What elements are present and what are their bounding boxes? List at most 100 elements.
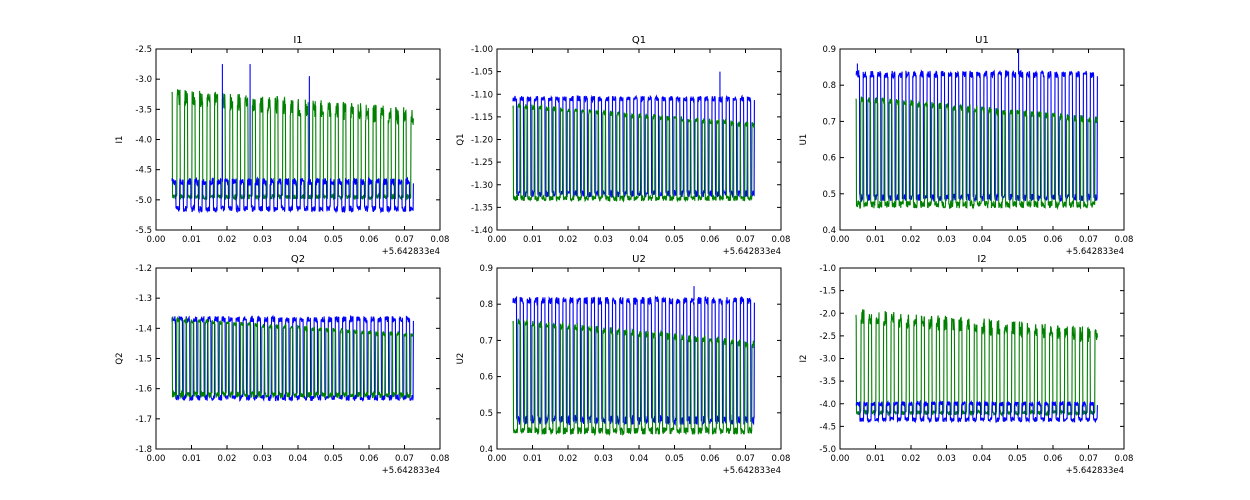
axes-frame [839, 48, 1125, 231]
y-axis-label: I1 [115, 136, 125, 144]
subplot-title: I1 [293, 35, 302, 46]
axes-frame [155, 267, 441, 450]
y-tick-label: 0.9 [479, 264, 493, 274]
plot-area [512, 71, 755, 203]
series-line-2 [855, 96, 1098, 211]
x-tick-label: 0.00 [147, 235, 166, 245]
y-tick-label: 0.5 [479, 409, 493, 419]
y-tick-label: -1.15 [471, 113, 493, 123]
x-tick-label: 0.00 [831, 454, 850, 464]
x-tick-label: 0.07 [1079, 235, 1098, 245]
x-tick-label: 0.05 [1008, 235, 1027, 245]
subplot-i2: 0.00 0.01 0.02 0.03 0.04 0.05 0.06 0.07 0.08 -5.0… [799, 254, 1133, 476]
series-line-1 [855, 399, 1098, 424]
x-tick-label: 0.06 [360, 235, 379, 245]
y-tick-label: -3.0 [819, 355, 836, 365]
y-tick-label: -5.0 [135, 196, 152, 206]
y-tick-label: -3.0 [135, 75, 152, 85]
subplot-title: U1 [975, 35, 989, 46]
subplot-title: Q1 [632, 35, 646, 46]
x-tick-label: 0.02 [559, 454, 578, 464]
y-tick-label: -1.7 [135, 415, 152, 425]
axes-frame [496, 48, 782, 231]
y-tick-label: 0.6 [479, 373, 493, 383]
x-tick-label: 0.02 [218, 235, 237, 245]
y-tick-label: 0.5 [822, 190, 836, 200]
y-tick-label: -1.3 [135, 294, 152, 304]
y-tick-label: -2.5 [135, 45, 152, 55]
x-tick-label: 0.03 [594, 235, 613, 245]
y-tick-label: 0.8 [479, 300, 493, 310]
y-tick-label: -2.5 [819, 332, 836, 342]
x-tick-label: 0.07 [1079, 454, 1098, 464]
x-tick-label: 0.02 [559, 235, 578, 245]
series-line-2 [171, 89, 414, 201]
y-tick-label: -1.00 [471, 45, 493, 55]
series-line-1 [171, 314, 414, 402]
y-tick-label: -1.8 [135, 445, 152, 455]
x-tick-label: 0.00 [831, 235, 850, 245]
x-offset-label: +5.642833e4 [382, 466, 440, 476]
x-tick-label: 0.08 [772, 235, 791, 245]
x-tick-label: 0.05 [324, 235, 343, 245]
x-tick-label: 0.06 [360, 454, 379, 464]
x-tick-label: 0.01 [182, 454, 201, 464]
x-tick-label: 0.04 [973, 235, 992, 245]
y-axis-label: U1 [799, 134, 809, 146]
subplot-title: Q2 [291, 254, 305, 265]
subplot-q1: 0.00 0.01 0.02 0.03 0.04 0.05 0.06 0.07 0.08 -1.4… [456, 35, 790, 257]
y-tick-label: -1.10 [471, 90, 493, 100]
y-tick-label: -1.25 [471, 158, 493, 168]
x-tick-label: 0.04 [973, 454, 992, 464]
x-tick-label: 0.04 [630, 235, 649, 245]
x-tick-label: 0.02 [218, 454, 237, 464]
y-tick-label: -1.5 [819, 287, 836, 297]
x-offset-label: +5.642833e4 [1066, 247, 1124, 257]
x-tick-label: 0.05 [1008, 454, 1027, 464]
plot-area [512, 286, 755, 437]
subplot-u2: 0.00 0.01 0.02 0.03 0.04 0.05 0.06 0.07 0.08 0.4 0… [456, 254, 790, 476]
x-tick-label: 0.00 [488, 454, 507, 464]
y-tick-label: 0.7 [822, 117, 836, 127]
y-tick-label: -4.5 [819, 422, 836, 432]
y-tick-label: -1.30 [471, 181, 493, 191]
x-tick-label: 0.07 [736, 235, 755, 245]
plot-area [171, 314, 414, 402]
y-tick-label: 0.8 [822, 81, 836, 91]
y-axis-label: U2 [456, 353, 466, 365]
y-tick-label: -1.6 [135, 385, 152, 395]
subplot-u1: 0.00 0.01 0.02 0.03 0.04 0.05 0.06 0.07 0.08 0.4 0… [799, 35, 1133, 257]
x-tick-label: 0.01 [866, 235, 885, 245]
series-line-2 [512, 102, 755, 203]
x-tick-label: 0.01 [182, 235, 201, 245]
y-tick-label: -1.5 [135, 355, 152, 365]
y-tick-label: -4.5 [135, 166, 152, 176]
x-tick-label: 0.03 [253, 454, 272, 464]
x-tick-label: 0.07 [395, 235, 414, 245]
x-tick-label: 0.01 [523, 454, 542, 464]
x-tick-label: 0.04 [630, 454, 649, 464]
series-line-1 [171, 176, 414, 214]
x-offset-label: +5.642833e4 [1066, 466, 1124, 476]
plot-area [855, 49, 1098, 211]
x-tick-label: 0.08 [1115, 454, 1134, 464]
y-tick-label: -1.2 [135, 264, 152, 274]
y-tick-label: -1.40 [471, 226, 493, 236]
subplot-title: I2 [977, 254, 986, 265]
x-tick-label: 0.08 [1115, 235, 1134, 245]
series-line-2 [512, 318, 755, 437]
x-tick-label: 0.03 [594, 454, 613, 464]
x-offset-label: +5.642833e4 [382, 247, 440, 257]
x-tick-label: 0.08 [431, 454, 450, 464]
x-tick-label: 0.02 [902, 235, 921, 245]
y-tick-label: -4.0 [819, 400, 836, 410]
x-tick-label: 0.04 [289, 235, 308, 245]
y-tick-label: -1.20 [471, 136, 493, 146]
y-tick-label: -3.5 [819, 377, 836, 387]
y-tick-label: -1.35 [471, 203, 493, 213]
x-tick-label: 0.03 [937, 454, 956, 464]
x-tick-label: 0.02 [902, 454, 921, 464]
x-tick-label: 0.06 [1044, 454, 1063, 464]
x-tick-label: 0.07 [395, 454, 414, 464]
plot-area [171, 64, 414, 214]
